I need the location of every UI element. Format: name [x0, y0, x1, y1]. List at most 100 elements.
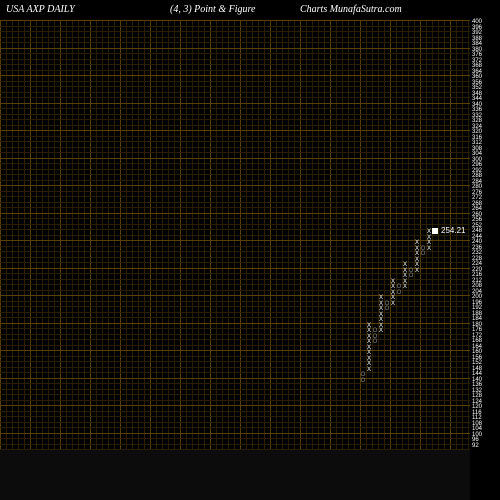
price-marker-label: 254.21 [441, 226, 465, 235]
price-marker-icon [432, 228, 438, 234]
grid-line-horizontal [0, 81, 470, 82]
header-symbol: USA AXP DAILY [6, 4, 75, 15]
grid-line-horizontal [0, 31, 470, 32]
pnf-cell-o: O [384, 307, 390, 313]
grid-line-horizontal [0, 37, 470, 38]
grid-line-horizontal [0, 125, 470, 126]
grid-line-horizontal [0, 158, 470, 159]
grid-line-horizontal [0, 317, 470, 318]
grid-line-horizontal [0, 383, 470, 384]
y-axis-labels: 4003963923883843803763723683643603563523… [472, 20, 498, 450]
pnf-cell-o: O [360, 379, 366, 385]
grid-line-horizontal [0, 224, 470, 225]
grid-line-horizontal [0, 213, 470, 214]
grid-line-horizontal [0, 136, 470, 137]
grid-line-horizontal [0, 119, 470, 120]
grid-line-horizontal [0, 152, 470, 153]
grid-line-horizontal [0, 207, 470, 208]
grid-line-horizontal [0, 257, 470, 258]
grid-line-horizontal [0, 240, 470, 241]
grid-line-horizontal [0, 251, 470, 252]
grid-line-horizontal [0, 367, 470, 368]
grid-line-horizontal [0, 273, 470, 274]
pnf-cell-x: X [378, 329, 384, 335]
grid-line-horizontal [0, 339, 470, 340]
grid-line-horizontal [0, 361, 470, 362]
grid-line-horizontal [0, 229, 470, 230]
grid-line-horizontal [0, 42, 470, 43]
grid-line-horizontal [0, 180, 470, 181]
grid-line-horizontal [0, 169, 470, 170]
grid-line-horizontal [0, 185, 470, 186]
grid-line-horizontal [0, 312, 470, 313]
chart-container: USA AXP DAILY (4, 3) Point & Figure Char… [0, 0, 500, 500]
pnf-cell-o: O [396, 291, 402, 297]
grid-line-horizontal [0, 92, 470, 93]
grid-line-horizontal [0, 147, 470, 148]
grid-line-horizontal [0, 163, 470, 164]
grid-line-horizontal [0, 235, 470, 236]
grid-line-horizontal [0, 202, 470, 203]
grid-line-horizontal [0, 438, 470, 439]
grid-line-horizontal [0, 279, 470, 280]
grid-line-horizontal [0, 433, 470, 434]
grid-line-horizontal [0, 389, 470, 390]
grid-line-horizontal [0, 400, 470, 401]
grid-line-horizontal [0, 141, 470, 142]
pnf-cell-o: O [408, 274, 414, 280]
grid-line-horizontal [0, 59, 470, 60]
grid-line-horizontal [0, 427, 470, 428]
y-tick-label: 92 [472, 444, 498, 450]
header-params: (4, 3) Point & Figure [170, 4, 255, 15]
grid-line-horizontal [0, 411, 470, 412]
grid-line-horizontal [0, 334, 470, 335]
grid-line-horizontal [0, 70, 470, 71]
grid-line-horizontal [0, 422, 470, 423]
grid-line-horizontal [0, 378, 470, 379]
grid-line-horizontal [0, 301, 470, 302]
grid-line-horizontal [0, 218, 470, 219]
pnf-column-o: OO [360, 373, 366, 384]
grid-line-horizontal [0, 246, 470, 247]
chart-plot-area: OOXXXXXXXXXOOOXXXXXXXOOXXXXXOOXXXXXOOXXX… [0, 20, 470, 450]
grid-line-horizontal [0, 328, 470, 329]
grid-line-horizontal [0, 130, 470, 131]
grid-line-horizontal [0, 323, 470, 324]
current-price-marker: 254.21 [432, 226, 465, 235]
grid-line-horizontal [0, 268, 470, 269]
grid-line-horizontal [0, 75, 470, 76]
pnf-cell-x: X [426, 247, 432, 253]
grid-line-horizontal [0, 405, 470, 406]
grid-line-horizontal [0, 97, 470, 98]
grid-line-horizontal [0, 372, 470, 373]
pnf-cell-o: O [420, 252, 426, 258]
pnf-cell-x: X [366, 368, 372, 374]
grid-line-horizontal [0, 345, 470, 346]
pnf-cell-x: X [402, 285, 408, 291]
grid-line-horizontal [0, 350, 470, 351]
grid-line-horizontal [0, 64, 470, 65]
chart-bottom-region [0, 450, 470, 500]
grid-line-horizontal [0, 356, 470, 357]
grid-line-horizontal [0, 86, 470, 87]
grid-line-horizontal [0, 108, 470, 109]
grid-line-horizontal [0, 444, 470, 445]
grid-line-horizontal [0, 53, 470, 54]
grid-line-horizontal [0, 394, 470, 395]
grid-line-horizontal [0, 306, 470, 307]
grid-line-horizontal [0, 196, 470, 197]
grid-line-horizontal [0, 48, 470, 49]
grid-line-horizontal [0, 416, 470, 417]
grid-line-horizontal [0, 262, 470, 263]
grid-line-horizontal [0, 20, 470, 21]
pnf-cell-o: O [372, 340, 378, 346]
grid-line-horizontal [0, 191, 470, 192]
chart-header: USA AXP DAILY (4, 3) Point & Figure Char… [0, 4, 500, 20]
grid-line-horizontal [0, 26, 470, 27]
grid-line-horizontal [0, 114, 470, 115]
grid-line-horizontal [0, 174, 470, 175]
pnf-cell-x: X [390, 302, 396, 308]
header-source: Charts MunafaSutra.com [300, 4, 402, 15]
grid-line-horizontal [0, 103, 470, 104]
pnf-cell-x: X [414, 269, 420, 275]
